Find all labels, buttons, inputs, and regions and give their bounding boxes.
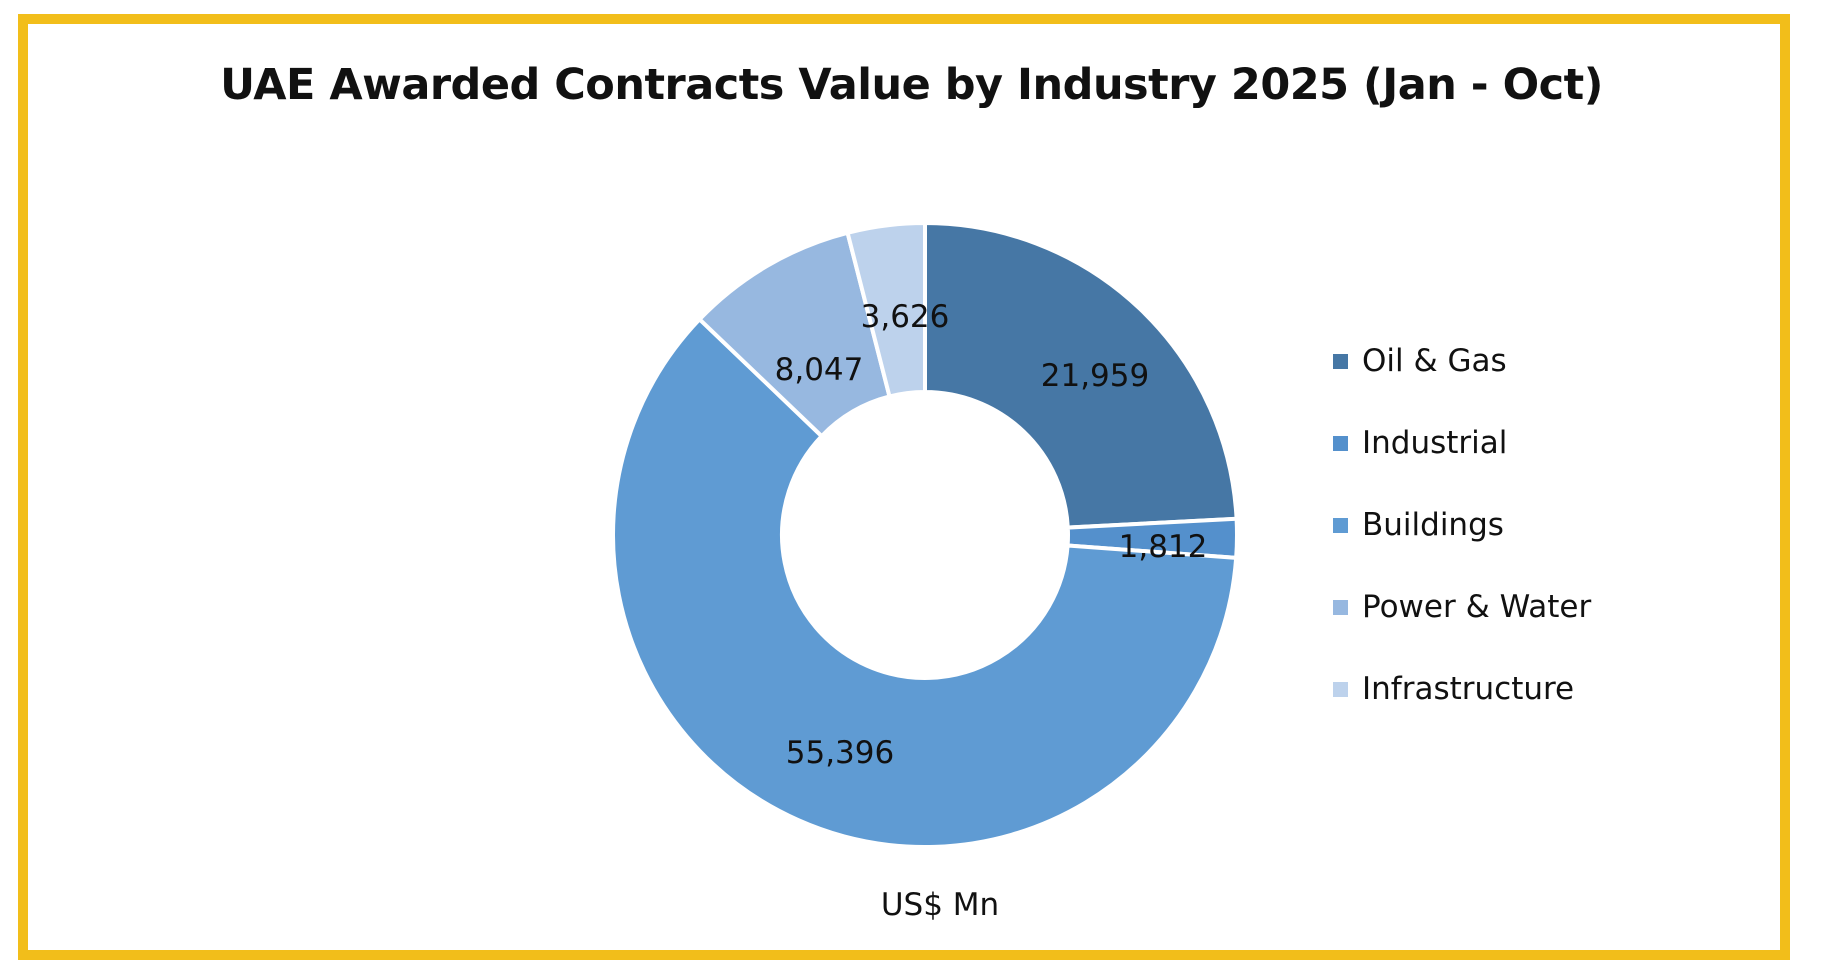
legend-swatch — [1333, 435, 1348, 451]
slice-buildings[interactable] — [611, 316, 1239, 849]
donut-data-labels: 21,959 1,812 55,396 8,047 3,626 — [775, 299, 1208, 771]
legend: Oil & Gas Industrial Buildings Power & W… — [1333, 335, 1591, 730]
legend-swatch — [1333, 517, 1348, 533]
legend-item-power-water[interactable]: Power & Water — [1333, 566, 1591, 648]
slice-infrastructure[interactable] — [845, 220, 927, 399]
unit-label: US$ Mn — [881, 887, 999, 923]
legend-item-buildings[interactable]: Buildings — [1333, 484, 1591, 566]
data-label-infrastructure: 3,626 — [861, 299, 950, 335]
data-label-buildings: 55,396 — [786, 735, 894, 771]
legend-item-industrial[interactable]: Industrial — [1333, 402, 1591, 484]
legend-swatch — [1333, 681, 1348, 697]
legend-swatch — [1333, 599, 1348, 615]
legend-label: Buildings — [1362, 507, 1504, 543]
legend-label: Infrastructure — [1362, 671, 1575, 707]
legend-item-infrastructure[interactable]: Infrastructure — [1333, 648, 1591, 730]
data-label-industrial: 1,812 — [1119, 529, 1208, 565]
data-label-oil-gas: 21,959 — [1041, 358, 1149, 394]
legend-item-oil-gas[interactable]: Oil & Gas — [1333, 320, 1591, 402]
legend-label: Industrial — [1362, 425, 1508, 461]
chart-title: UAE Awarded Contracts Value by Industry … — [220, 60, 1603, 110]
donut-slices — [611, 220, 1239, 849]
data-label-power-water: 8,047 — [775, 352, 864, 388]
legend-label: Oil & Gas — [1362, 343, 1507, 379]
legend-swatch — [1333, 353, 1348, 369]
slice-oil-gas[interactable] — [923, 220, 1239, 530]
legend-label: Power & Water — [1362, 589, 1592, 625]
